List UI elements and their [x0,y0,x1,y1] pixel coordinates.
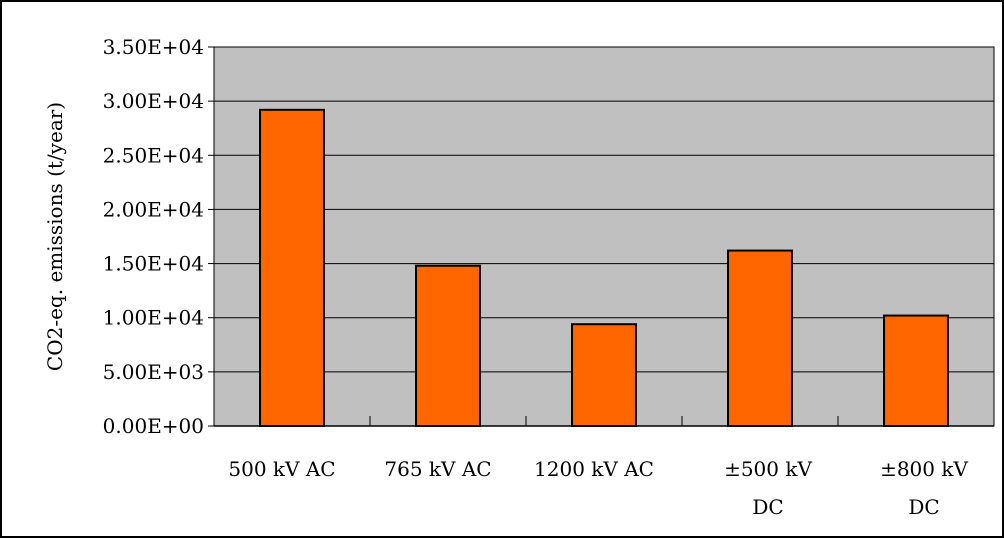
y-tick-label: 2.50E+04 [103,143,204,167]
bar [415,264,481,428]
y-axis-label: CO2-eq. emissions (t/year) [43,102,67,371]
y-tick-label: 3.50E+04 [103,35,204,59]
y-tick-label: 0.00E+00 [103,414,204,438]
bar [259,108,325,427]
y-tick-label: 3.00E+04 [103,89,204,113]
x-tick-label: 1200 kV AC [534,457,654,481]
x-tick-label: 765 kV AC [384,457,491,481]
y-tick-label: 5.00E+03 [103,360,204,384]
y-tick-label: 2.00E+04 [103,197,204,221]
bar [727,249,793,427]
labels: 0.00E+00 5.00E+03 1.00E+04 1.50E+04 2.00E+04… [103,35,969,519]
x-tick-label: ±500 kV [724,457,812,481]
y-tick-label: 1.00E+04 [103,306,204,330]
bar [571,323,637,427]
x-tick-label: DC [752,495,783,519]
bar [883,314,949,428]
x-tick-label: ±800 kV [880,457,968,481]
y-tick-label: 1.50E+04 [103,252,204,276]
x-tick-label: 500 kV AC [228,457,335,481]
bars [259,108,949,428]
gridlines [214,46,994,373]
x-tick-label: DC [908,495,939,519]
axes [208,46,994,427]
